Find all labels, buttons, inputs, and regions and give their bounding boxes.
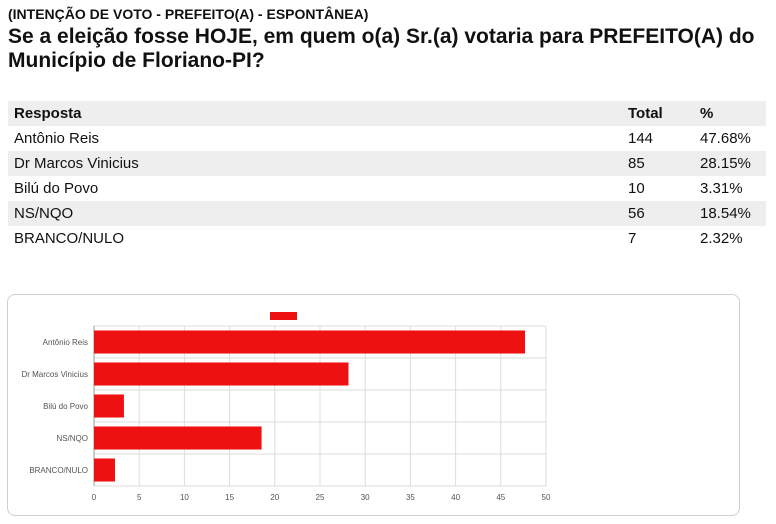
y-tick-label: BRANCO/NULO xyxy=(29,466,88,475)
cell-resposta: NS/NQO xyxy=(14,205,74,222)
x-tick-label: 15 xyxy=(225,493,234,502)
cell-percent: 28.15% xyxy=(700,155,751,172)
chart-card: 0 5 10 15 20 25 30 35 40 45 50 Antônio Reis Dr Marco… xyxy=(7,294,740,516)
column-header-total: Total xyxy=(628,105,663,122)
cell-percent: 2.32% xyxy=(700,230,743,247)
cell-total: 56 xyxy=(628,205,645,222)
cell-resposta: Antônio Reis xyxy=(14,130,100,147)
y-tick-label: NS/NQO xyxy=(56,434,88,443)
results-table: Resposta Total % Antônio Reis 144 47.68%… xyxy=(8,101,766,251)
bar xyxy=(94,330,526,354)
bar-chart: 0 5 10 15 20 25 30 35 40 45 50 Antônio Reis Dr Marco… xyxy=(21,312,551,502)
cell-total: 7 xyxy=(628,230,637,247)
cell-percent: 18.54% xyxy=(700,205,751,222)
x-tick-label: 20 xyxy=(270,493,279,502)
table-row: Antônio Reis 144 47.68% xyxy=(8,126,766,151)
cell-resposta: BRANCO/NULO xyxy=(14,230,125,247)
cell-resposta: Bilú do Povo xyxy=(14,180,99,197)
y-tick-label: Dr Marcos Vinicius xyxy=(21,370,88,379)
bar xyxy=(94,362,349,386)
x-tick-label: 25 xyxy=(316,493,325,502)
x-tick-label: 5 xyxy=(137,493,142,502)
cell-percent: 47.68% xyxy=(700,130,751,147)
bar xyxy=(94,458,115,482)
cell-total: 85 xyxy=(628,155,645,172)
table-row: Dr Marcos Vinicius 85 28.15% xyxy=(8,151,766,176)
table-row: Bilú do Povo 10 3.31% xyxy=(8,176,766,201)
x-tick-label: 40 xyxy=(451,493,460,502)
x-tick-label: 0 xyxy=(92,493,97,502)
bar xyxy=(94,426,262,450)
cell-total: 144 xyxy=(628,130,654,147)
legend-swatch xyxy=(270,312,297,320)
bar xyxy=(94,394,124,418)
page-title: Se a eleição fosse HOJE, em quem o(a) Sr… xyxy=(8,25,755,72)
x-tick-label: 45 xyxy=(496,493,505,502)
x-tick-label: 35 xyxy=(406,493,415,502)
column-header-percent: % xyxy=(700,105,714,122)
cell-resposta: Dr Marcos Vinicius xyxy=(14,155,139,172)
x-tick-label: 10 xyxy=(180,493,189,502)
cell-total: 10 xyxy=(628,180,645,197)
x-tick-label: 50 xyxy=(542,493,551,502)
cell-percent: 3.31% xyxy=(700,180,743,197)
x-tick-label: 30 xyxy=(361,493,370,502)
table-row: BRANCO/NULO 7 2.32% xyxy=(8,226,766,251)
table-header-row: Resposta Total % xyxy=(8,101,766,126)
table-row: NS/NQO 56 18.54% xyxy=(8,201,766,226)
y-tick-label: Antônio Reis xyxy=(43,338,88,347)
column-header-resposta: Resposta xyxy=(14,105,82,122)
y-tick-label: Bilú do Povo xyxy=(43,402,88,411)
chart-subtitle: (INTENÇÃO DE VOTO - PREFEITO(A) - ESPONT… xyxy=(8,6,369,22)
